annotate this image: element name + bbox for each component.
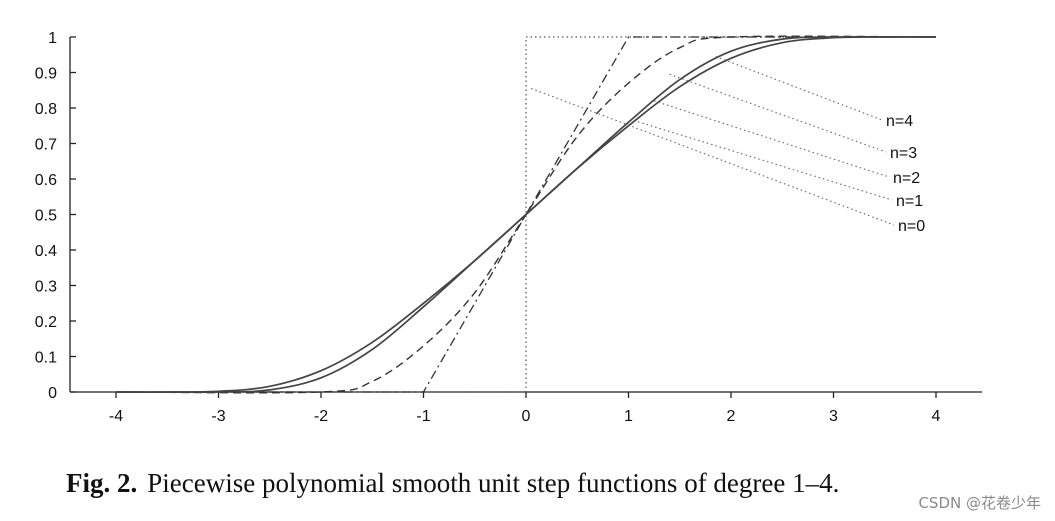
annotation-label: n=4: [886, 113, 913, 130]
y-tick-label: 0.9: [35, 66, 57, 83]
x-tick-label: -3: [211, 408, 225, 425]
annotation-leader: [715, 56, 883, 121]
chart-series: [115, 35, 937, 394]
y-tick-label: 0.7: [35, 137, 57, 154]
annotation-leader: [669, 73, 887, 153]
y-tick-label: 0.5: [35, 208, 57, 225]
figure-caption-text: Piecewise polynomial smooth unit step fu…: [147, 468, 840, 498]
chart-axes: -4 -3 -2 -1 0 1 2 3 4 0 0.1 0.2 0.3 0.4 0.5 0.6 0.7 0.8 0.…: [35, 30, 982, 425]
series-line-n-4: [115, 36, 937, 393]
x-tick-label: -1: [416, 408, 430, 425]
x-tick-label: 4: [932, 408, 941, 425]
chart-annotations: n=4 n=3 n=2 n=1 n=0: [530, 56, 925, 235]
annotation-label: n=1: [896, 193, 923, 210]
x-tick-label: -4: [109, 408, 123, 425]
y-tick-label: 0.3: [35, 279, 57, 296]
y-tick-label: 0.8: [35, 101, 57, 118]
x-tick-label: 2: [727, 408, 736, 425]
y-tick-label: 0.2: [35, 314, 57, 331]
x-tick-label: -2: [314, 408, 328, 425]
x-tick-label: 0: [522, 408, 531, 425]
figure-caption-label: Fig. 2.: [66, 468, 138, 498]
annotation-label: n=3: [890, 145, 917, 162]
y-tick-label: 1: [48, 30, 57, 47]
annotation-label: n=2: [893, 170, 920, 187]
y-tick-label: 0.1: [35, 350, 57, 367]
y-tick-label: 0.6: [35, 172, 57, 189]
series-line-n-1: [116, 36, 936, 393]
annotation-label: n=0: [898, 218, 925, 235]
x-tick-label: 1: [624, 408, 633, 425]
figure-caption: Fig. 2. Piecewise polynomial smooth unit …: [66, 468, 839, 499]
annotation-leader: [633, 119, 893, 201]
y-tick-label: 0.4: [35, 243, 57, 260]
step-function-chart: -4 -3 -2 -1 0 1 2 3 4 0 0.1 0.2 0.3 0.4 0.5 0.6 0.7 0.8 0.…: [35, 30, 982, 425]
watermark: CSDN @花卷少年: [918, 494, 1041, 512]
x-tick-label: 3: [829, 408, 838, 425]
annotation-leader: [653, 100, 890, 178]
y-tick-label: 0: [48, 385, 57, 402]
annotation-leader: [530, 87, 895, 226]
